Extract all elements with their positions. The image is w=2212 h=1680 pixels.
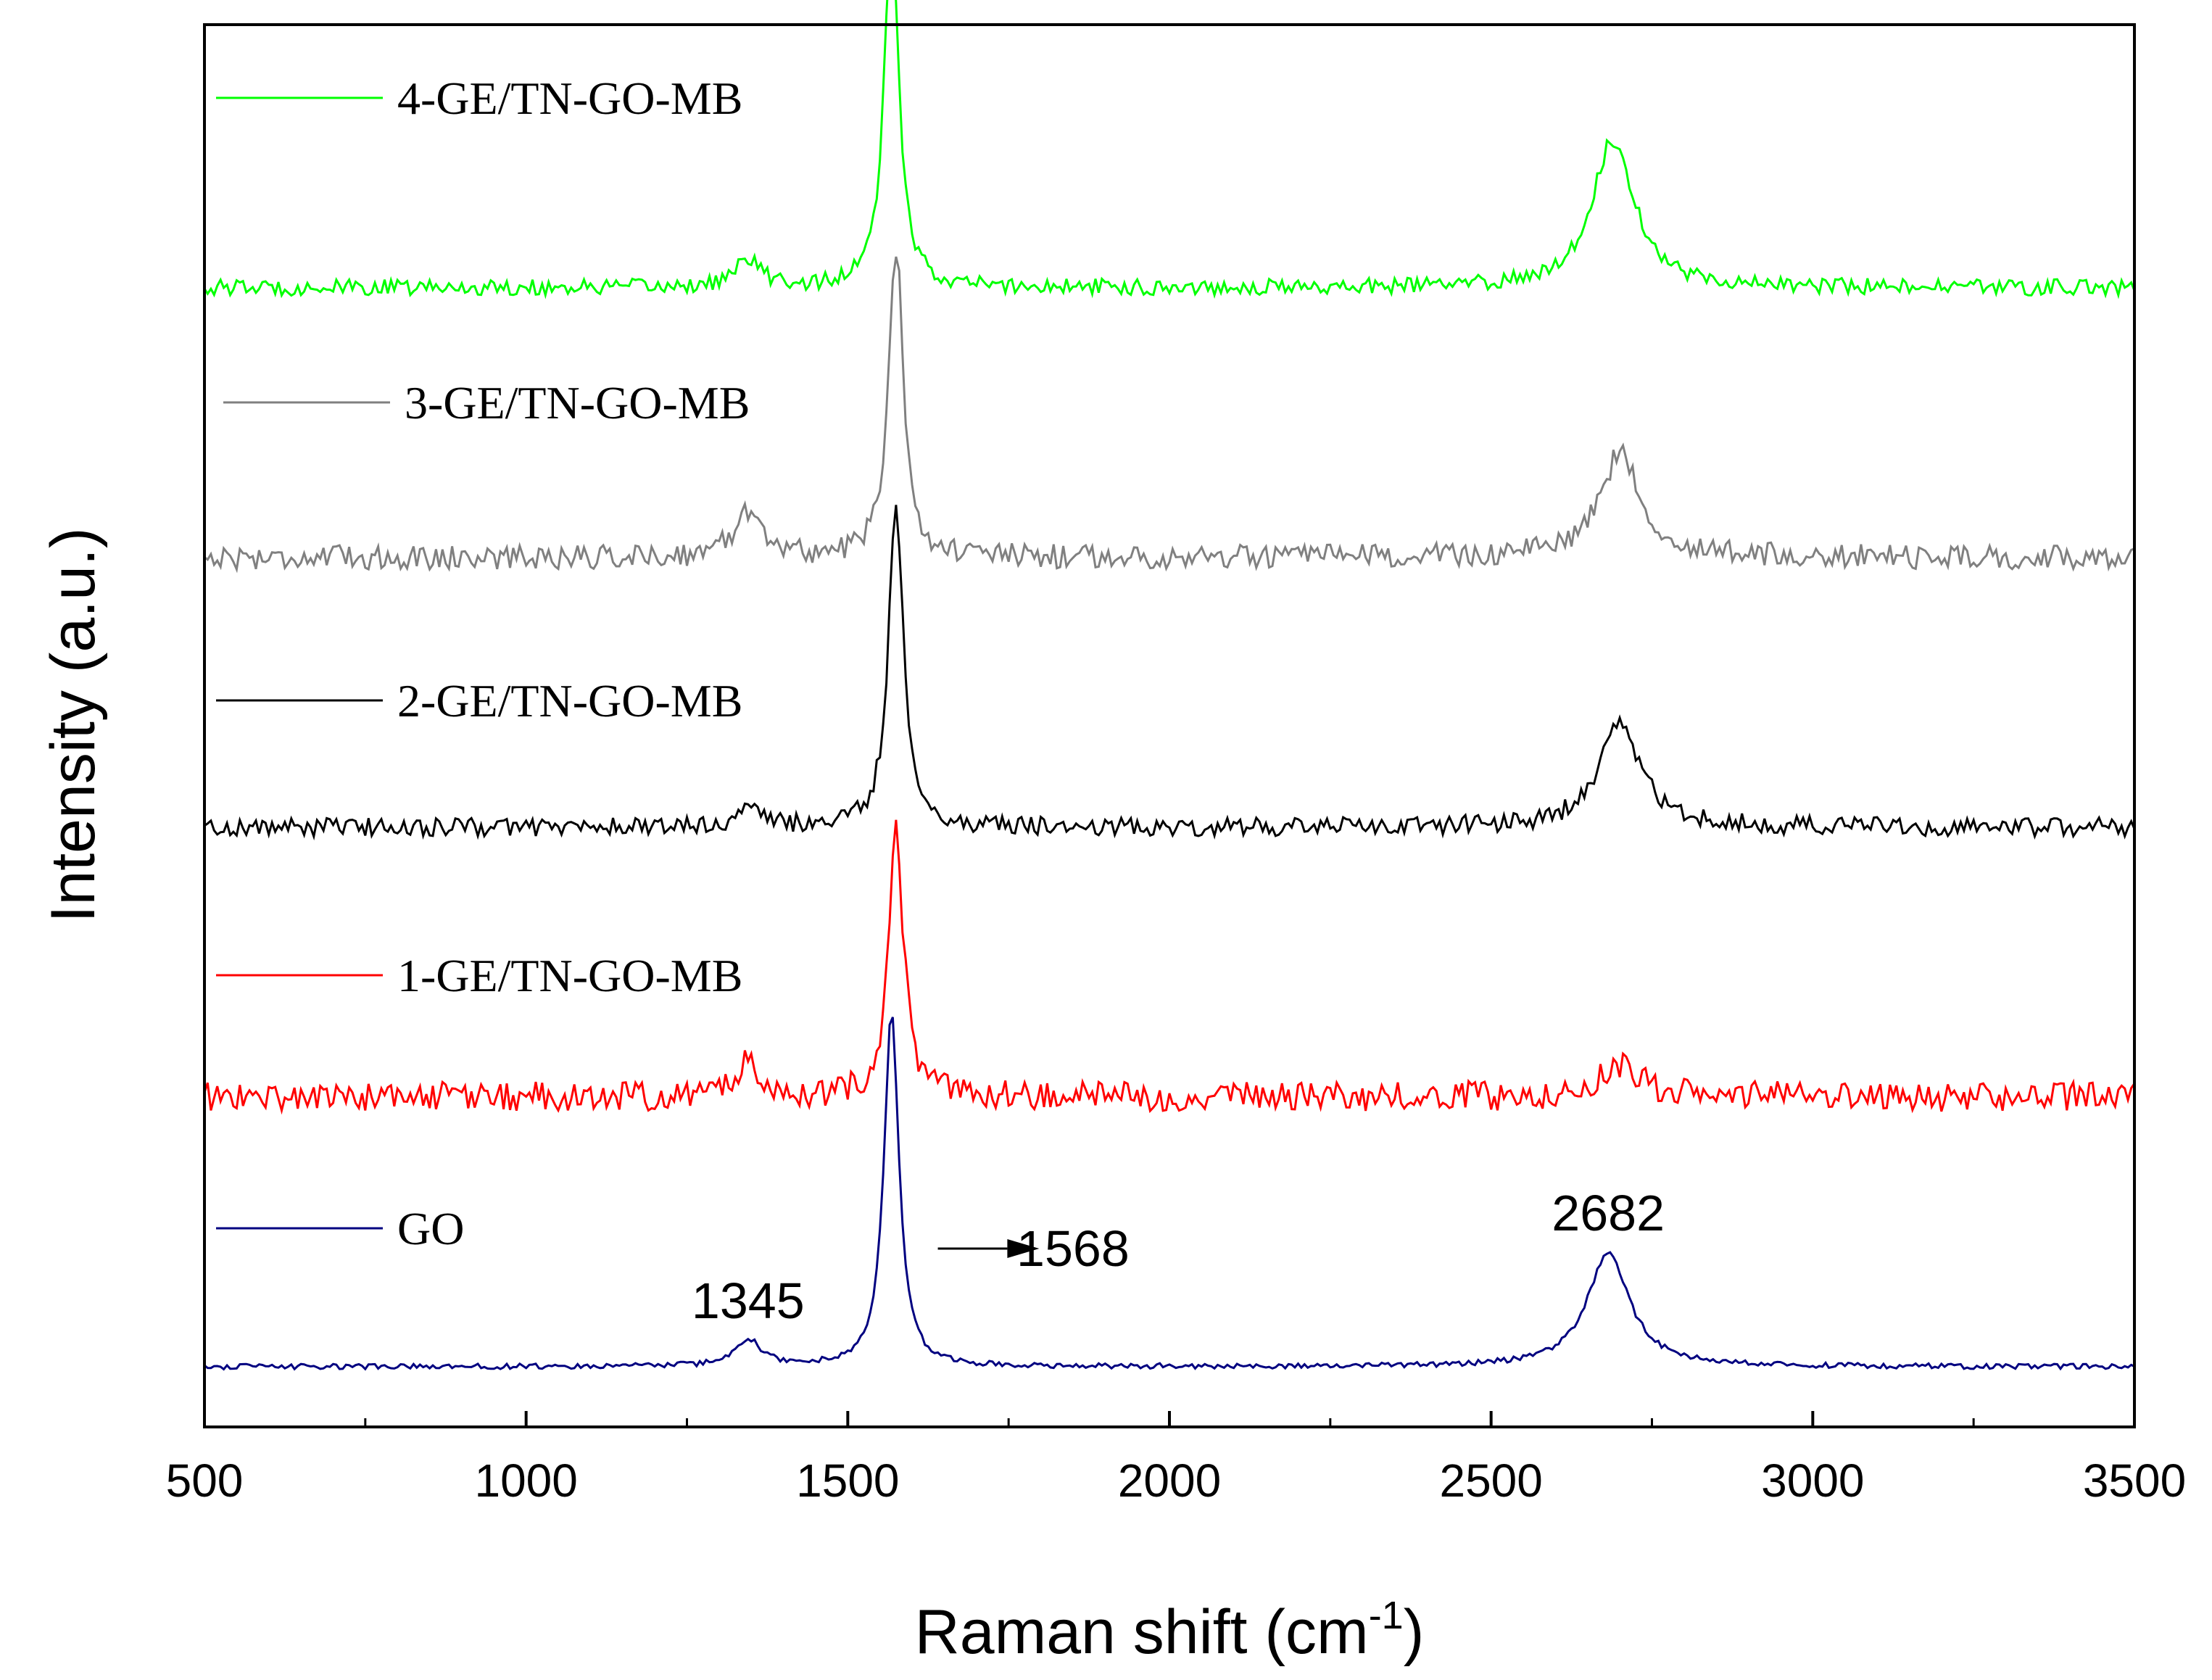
legend-label-2-ge-tn-go-mb: 2-GE/TN-GO-MB (397, 675, 742, 727)
y-axis-title: Intensity (a.u.) (38, 528, 108, 923)
legend-label-3-ge-tn-go-mb: 3-GE/TN-GO-MB (405, 377, 750, 429)
series-layer (203, 0, 2136, 1371)
legend-label-go: GO (397, 1203, 464, 1254)
x-axis-title: Raman shift (cm-1) (915, 1594, 1425, 1667)
legend-label-4-ge-tn-go-mb: 4-GE/TN-GO-MB (397, 73, 742, 124)
peak-label-2682: 2682 (1552, 1185, 1665, 1241)
x-tick-label: 1000 (474, 1455, 577, 1507)
x-tick-label: 1500 (796, 1455, 899, 1507)
series-line-3-ge-tn-go-mb (204, 256, 2135, 574)
series-line-1-ge-tn-go-mb (203, 819, 2136, 1115)
x-axis-ticks: 500 1000 1500 2000 2500 3000 3500 (166, 1411, 2186, 1507)
x-tick-label: 3000 (1761, 1455, 1864, 1507)
peak-arrow-head (1007, 1239, 1040, 1258)
x-tick-label: 3500 (2083, 1455, 2186, 1507)
x-tick-label: 2000 (1118, 1455, 1221, 1507)
peak-label-1345: 1345 (692, 1273, 805, 1329)
legend-label-1-ge-tn-go-mb: 1-GE/TN-GO-MB (397, 950, 742, 1001)
peak-annotations: 1345 1568 2682 (692, 1185, 1665, 1329)
legend: 4-GE/TN-GO-MB 3-GE/TN-GO-MB 2-GE/TN-GO-MB 1… (216, 73, 750, 1254)
series-line-4-ge-tn-go-mb (203, 0, 2136, 299)
x-tick-label: 500 (166, 1455, 244, 1507)
x-tick-label: 2500 (1439, 1455, 1542, 1507)
peak-label-1568: 1568 (1016, 1220, 1130, 1277)
series-line-go (204, 1017, 2135, 1371)
series-line-2-ge-tn-go-mb (204, 505, 2136, 841)
